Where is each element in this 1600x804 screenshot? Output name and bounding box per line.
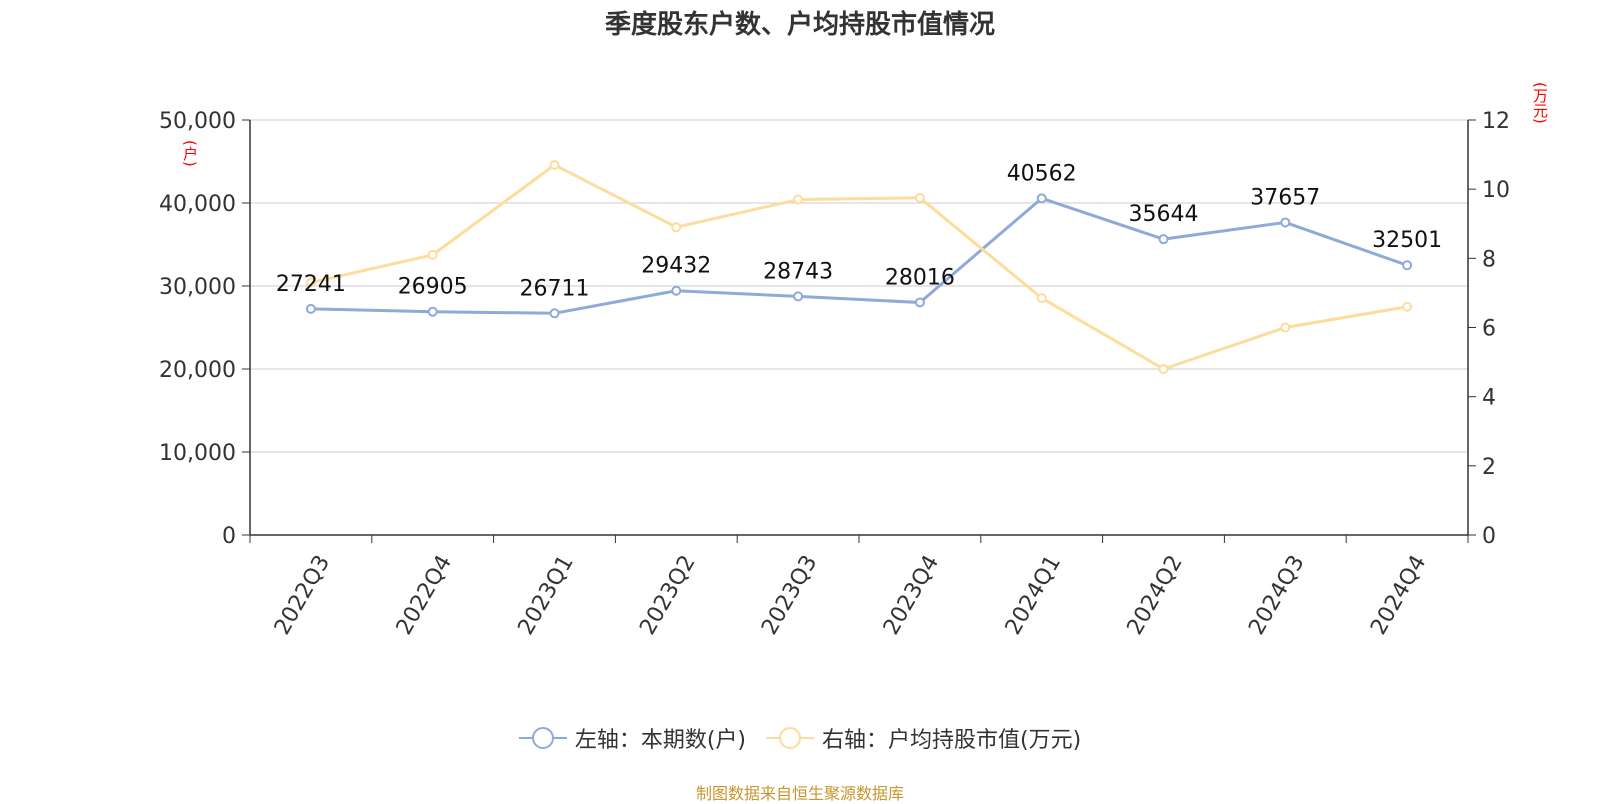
left-series-point: [1402, 260, 1413, 271]
right-axis-tick-label: 4: [1482, 386, 1496, 411]
left-series-point: [1280, 217, 1291, 228]
left-series-point: [1158, 234, 1169, 245]
legend-right-label: 右轴：户均持股市值(万元): [822, 728, 1082, 753]
right-series-line: [310, 163, 1408, 371]
data-labels: 27241 26905 26711 29432 28743 28016 40562 35644…: [276, 161, 1442, 301]
left-axis-tick-label: 0: [222, 524, 236, 549]
grid-lines: [250, 119, 1468, 453]
data-label: 37657: [1250, 185, 1320, 210]
x-axis-tick-label: 2024Q3: [1244, 551, 1309, 639]
data-label: 26711: [520, 276, 590, 301]
left-series-point: [305, 303, 316, 314]
chart-area: 0 10,000 20,000 30,000 40,000 50,000 0 2 4 6 8 10 12…: [159, 109, 1510, 639]
x-axis-tick-label: 2024Q1: [1001, 551, 1066, 639]
right-axis-tick-label: 12: [1482, 109, 1510, 134]
x-axis-tick-label: 2024Q4: [1366, 551, 1431, 639]
left-series-point: [549, 308, 560, 319]
right-axis-tick-label: 6: [1482, 317, 1496, 342]
right-axis-tick-label: 2: [1482, 455, 1496, 480]
series: [305, 159, 1413, 374]
right-series-point: [793, 194, 804, 205]
x-axis-tick-label: 2022Q3: [270, 551, 335, 639]
right-axis-tick-label: 8: [1482, 247, 1496, 272]
left-series-point: [427, 306, 438, 317]
left-axis-tick-label: 50,000: [159, 109, 236, 134]
left-axis-tick-label: 20,000: [159, 358, 236, 383]
x-axis-tick-label: 2024Q2: [1123, 551, 1188, 639]
right-series-point: [1280, 322, 1291, 333]
data-label: 29432: [641, 254, 711, 279]
right-series-point: [1036, 293, 1047, 304]
x-axis-tick-label: 2023Q2: [635, 551, 700, 639]
right-series-point: [1402, 301, 1413, 312]
data-label: 35644: [1129, 202, 1199, 227]
legend: 左轴：本期数(户) 右轴：户均持股市值(万元): [0, 722, 1600, 754]
data-label: 27241: [276, 272, 346, 297]
right-series-point: [427, 249, 438, 260]
legend-right-marker-icon: [766, 727, 814, 749]
source-footer: 制图数据来自恒生聚源数据库: [695, 784, 904, 803]
right-series-point: [549, 159, 560, 170]
right-axis-tick-label: 10: [1482, 178, 1510, 203]
data-label: 32501: [1372, 228, 1442, 253]
legend-item-right-series[interactable]: 右轴：户均持股市值(万元): [766, 722, 1081, 754]
right-series-point: [1158, 364, 1169, 374]
left-axis-tick-label: 40,000: [159, 192, 236, 217]
left-axis-tick-label: 10,000: [159, 441, 236, 466]
left-series-point: [914, 297, 925, 308]
data-label: 26905: [398, 275, 468, 300]
x-axis-tick-label: 2022Q4: [392, 551, 457, 639]
legend-left-marker-icon: [518, 727, 567, 749]
legend-item-left-series[interactable]: 左轴：本期数(户): [518, 722, 746, 754]
right-series-point: [671, 222, 682, 233]
left-series-point: [671, 285, 682, 296]
data-label: 28743: [763, 259, 833, 284]
left-series-point: [793, 291, 804, 302]
right-series-point: [305, 277, 316, 288]
x-axis-tick-label: 2023Q4: [879, 551, 944, 639]
right-axis-unit: (万元): [1531, 82, 1549, 124]
left-series-line: [310, 196, 1408, 315]
right-axis-tick-label: 0: [1482, 524, 1496, 549]
chart-title: 季度股东户数、户均持股市值情况: [604, 10, 995, 40]
legend-left-label: 左轴：本期数(户): [574, 728, 746, 753]
left-axis-tick-label: 30,000: [159, 275, 236, 300]
data-label: 40562: [1007, 161, 1077, 186]
left-axis-unit: (户): [181, 140, 199, 167]
data-label: 28016: [885, 265, 955, 290]
left-series-point: [1036, 193, 1047, 204]
x-axis-tick-label: 2023Q1: [514, 551, 579, 639]
right-series-point: [914, 192, 925, 203]
x-axis-tick-label: 2023Q3: [757, 551, 822, 639]
